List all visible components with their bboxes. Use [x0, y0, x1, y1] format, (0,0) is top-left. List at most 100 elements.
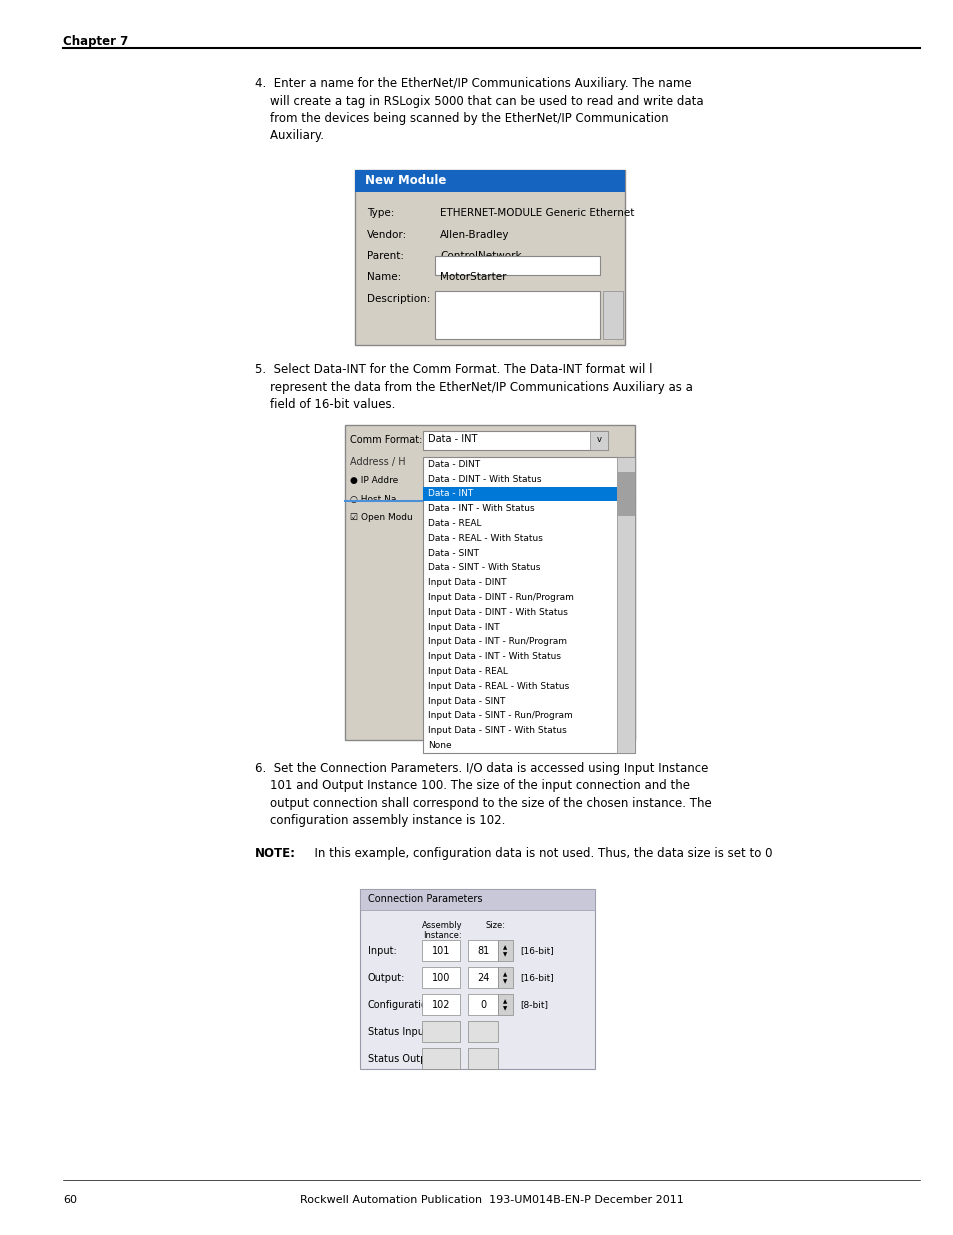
- Text: Data - SINT: Data - SINT: [428, 548, 478, 558]
- FancyBboxPatch shape: [435, 291, 599, 338]
- Text: Input Data - DINT - With Status: Input Data - DINT - With Status: [428, 608, 567, 618]
- FancyBboxPatch shape: [497, 940, 513, 961]
- Text: NOTE:: NOTE:: [254, 847, 295, 860]
- FancyBboxPatch shape: [468, 1021, 497, 1042]
- FancyBboxPatch shape: [355, 170, 624, 345]
- FancyBboxPatch shape: [617, 457, 635, 753]
- Text: Data - REAL - With Status: Data - REAL - With Status: [428, 534, 542, 543]
- Text: Input Data - INT - With Status: Input Data - INT - With Status: [428, 652, 560, 661]
- Text: Size:: Size:: [484, 921, 504, 930]
- Text: Input Data - REAL - With Status: Input Data - REAL - With Status: [428, 682, 569, 690]
- FancyBboxPatch shape: [468, 967, 497, 988]
- Text: Input Data - SINT: Input Data - SINT: [428, 697, 505, 705]
- Text: MotorStarter: MotorStarter: [439, 272, 506, 282]
- FancyBboxPatch shape: [421, 1049, 459, 1070]
- FancyBboxPatch shape: [422, 431, 607, 451]
- Text: Output:: Output:: [368, 973, 405, 983]
- Text: Input Data - DINT - Run/Program: Input Data - DINT - Run/Program: [428, 593, 574, 603]
- Text: 101 and Output Instance 100. The size of the input connection and the: 101 and Output Instance 100. The size of…: [254, 779, 689, 793]
- FancyBboxPatch shape: [421, 994, 459, 1015]
- Text: Status Input:: Status Input:: [368, 1028, 431, 1037]
- Text: Data - DINT - With Status: Data - DINT - With Status: [428, 474, 541, 484]
- Text: ● IP Addre: ● IP Addre: [350, 475, 397, 485]
- FancyBboxPatch shape: [359, 889, 595, 910]
- Text: output connection shall correspond to the size of the chosen instance. The: output connection shall correspond to th…: [254, 797, 711, 810]
- Text: Input Data - SINT - Run/Program: Input Data - SINT - Run/Program: [428, 711, 572, 720]
- Text: 5.  Select Data-INT for the Comm Format. The Data-INT format wil l: 5. Select Data-INT for the Comm Format. …: [254, 363, 652, 375]
- FancyBboxPatch shape: [359, 889, 595, 1070]
- Text: Data - DINT: Data - DINT: [428, 459, 479, 469]
- Text: Address / H: Address / H: [350, 457, 405, 467]
- FancyBboxPatch shape: [422, 487, 617, 501]
- Text: None: None: [428, 741, 451, 750]
- Text: ☑ Open Modu: ☑ Open Modu: [350, 513, 413, 522]
- Text: Data - INT: Data - INT: [428, 489, 473, 499]
- Text: Chapter 7: Chapter 7: [63, 35, 128, 48]
- Text: ETHERNET-MODULE Generic Ethernet: ETHERNET-MODULE Generic Ethernet: [439, 207, 634, 219]
- FancyBboxPatch shape: [589, 431, 607, 451]
- Text: 100: 100: [432, 973, 450, 983]
- Text: ○ Host Na: ○ Host Na: [350, 495, 395, 504]
- Text: Assembly
Instance:: Assembly Instance:: [421, 921, 462, 940]
- Text: Data - INT - With Status: Data - INT - With Status: [428, 504, 534, 514]
- Text: 6.  Set the Connection Parameters. I/O data is accessed using Input Instance: 6. Set the Connection Parameters. I/O da…: [254, 762, 708, 776]
- Text: Description:: Description:: [367, 294, 430, 304]
- Text: ControlNetwork: ControlNetwork: [439, 251, 521, 261]
- FancyBboxPatch shape: [421, 940, 459, 961]
- Text: ▼: ▼: [503, 979, 507, 984]
- Text: 101: 101: [432, 946, 450, 956]
- Text: Input Data - DINT: Input Data - DINT: [428, 578, 506, 588]
- Text: New Module: New Module: [365, 174, 446, 188]
- Text: Data - INT: Data - INT: [428, 433, 476, 445]
- FancyBboxPatch shape: [435, 256, 599, 274]
- Text: ▲: ▲: [503, 972, 507, 977]
- FancyBboxPatch shape: [355, 170, 624, 191]
- Text: from the devices being scanned by the EtherNet/IP Communication: from the devices being scanned by the Et…: [254, 112, 668, 125]
- FancyBboxPatch shape: [468, 994, 497, 1015]
- Text: v: v: [596, 435, 601, 445]
- Text: Allen-Bradley: Allen-Bradley: [439, 230, 509, 240]
- Text: 24: 24: [476, 973, 489, 983]
- Text: 60: 60: [63, 1195, 77, 1205]
- FancyBboxPatch shape: [421, 1021, 459, 1042]
- Text: Configuration:: Configuration:: [368, 1000, 436, 1010]
- Text: ▼: ▼: [503, 952, 507, 957]
- Text: In this example, configuration data is not used. Thus, the data size is set to 0: In this example, configuration data is n…: [307, 847, 772, 860]
- Text: Input Data - INT: Input Data - INT: [428, 622, 499, 631]
- Text: 81: 81: [476, 946, 489, 956]
- Text: field of 16-bit values.: field of 16-bit values.: [254, 398, 395, 411]
- Text: [16-bit]: [16-bit]: [519, 946, 553, 956]
- Text: Comm Format:: Comm Format:: [350, 435, 422, 445]
- Text: will create a tag in RSLogix 5000 that can be used to read and write data: will create a tag in RSLogix 5000 that c…: [254, 95, 703, 107]
- Text: 102: 102: [432, 1000, 450, 1010]
- Text: Name:: Name:: [367, 273, 401, 283]
- Text: ▲: ▲: [503, 946, 507, 951]
- Text: Input:: Input:: [368, 946, 396, 956]
- FancyBboxPatch shape: [422, 457, 635, 753]
- Text: Auxiliary.: Auxiliary.: [254, 130, 324, 142]
- Text: ▼: ▼: [503, 1007, 507, 1011]
- Text: Vendor:: Vendor:: [367, 230, 407, 240]
- FancyBboxPatch shape: [345, 425, 635, 740]
- Text: Data - SINT - With Status: Data - SINT - With Status: [428, 563, 539, 573]
- Text: configuration assembly instance is 102.: configuration assembly instance is 102.: [254, 815, 505, 827]
- FancyBboxPatch shape: [497, 994, 513, 1015]
- Text: Connection Parameters: Connection Parameters: [368, 894, 482, 904]
- Text: Rockwell Automation Publication  193-UM014B-EN-P December 2011: Rockwell Automation Publication 193-UM01…: [299, 1195, 682, 1205]
- FancyBboxPatch shape: [421, 967, 459, 988]
- Text: represent the data from the EtherNet/IP Communications Auxiliary as a: represent the data from the EtherNet/IP …: [254, 380, 692, 394]
- FancyBboxPatch shape: [497, 967, 513, 988]
- Text: Input Data - REAL: Input Data - REAL: [428, 667, 507, 676]
- Text: 4.  Enter a name for the EtherNet/IP Communications Auxiliary. The name: 4. Enter a name for the EtherNet/IP Comm…: [254, 77, 691, 90]
- Text: Parent:: Parent:: [367, 251, 403, 261]
- FancyBboxPatch shape: [468, 940, 497, 961]
- Text: ▲: ▲: [503, 999, 507, 1004]
- FancyBboxPatch shape: [617, 472, 635, 516]
- Text: Input Data - SINT - With Status: Input Data - SINT - With Status: [428, 726, 566, 735]
- Text: 0: 0: [479, 1000, 485, 1010]
- Text: Data - REAL: Data - REAL: [428, 519, 481, 529]
- Text: [8-bit]: [8-bit]: [519, 1000, 547, 1009]
- FancyBboxPatch shape: [602, 291, 622, 338]
- Text: Input Data - INT - Run/Program: Input Data - INT - Run/Program: [428, 637, 566, 646]
- Text: [16-bit]: [16-bit]: [519, 973, 553, 983]
